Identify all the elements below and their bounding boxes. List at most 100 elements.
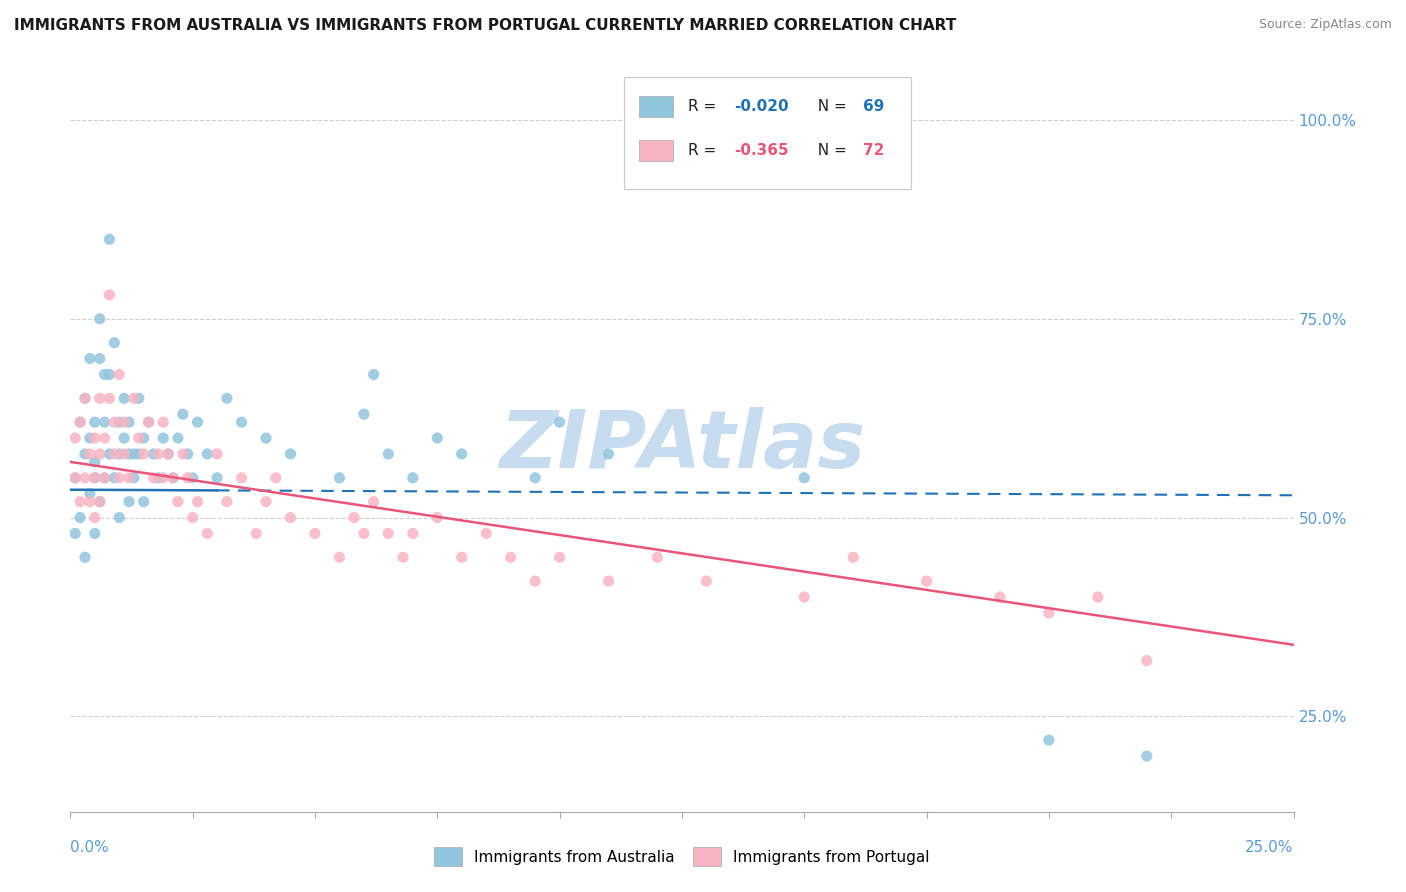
Point <box>195 447 218 461</box>
Point <box>83 471 105 485</box>
Point <box>122 447 145 461</box>
Point <box>89 311 111 326</box>
Point <box>128 392 150 406</box>
Point <box>842 550 865 565</box>
Point <box>93 471 115 485</box>
Point <box>73 392 96 406</box>
Point <box>215 392 238 406</box>
Point <box>157 447 180 461</box>
Point <box>475 526 498 541</box>
Point <box>73 471 96 485</box>
Point <box>1038 606 1060 620</box>
Point <box>73 392 96 406</box>
Point <box>103 415 125 429</box>
Point <box>377 526 399 541</box>
Point <box>450 447 472 461</box>
Point <box>402 526 425 541</box>
Point <box>1136 749 1159 764</box>
Point <box>245 526 267 541</box>
Point <box>172 407 194 421</box>
Point <box>73 550 96 565</box>
Bar <box>640 96 673 117</box>
Point <box>89 392 111 406</box>
Text: R =: R = <box>688 99 721 114</box>
Point <box>79 351 101 366</box>
Point <box>186 494 208 508</box>
Point <box>264 471 287 485</box>
Point <box>89 447 111 461</box>
Point <box>69 415 91 429</box>
Point <box>148 447 170 461</box>
Point <box>162 471 184 485</box>
Point <box>128 447 150 461</box>
Point <box>915 574 938 589</box>
Point <box>118 494 141 508</box>
Point <box>63 431 86 445</box>
Point <box>122 471 145 485</box>
Point <box>108 510 131 524</box>
Point <box>548 415 571 429</box>
Point <box>98 368 121 382</box>
Point <box>89 494 111 508</box>
Point <box>598 574 620 589</box>
Point <box>186 415 208 429</box>
Point <box>83 455 105 469</box>
Point <box>181 510 204 524</box>
Point <box>524 574 547 589</box>
Point <box>118 415 141 429</box>
Point <box>450 550 472 565</box>
Point <box>231 415 253 429</box>
Text: N =: N = <box>808 143 852 158</box>
Point <box>402 471 425 485</box>
Point <box>167 431 190 445</box>
Point <box>103 447 125 461</box>
Point <box>177 447 200 461</box>
Point <box>177 471 200 485</box>
Point <box>377 447 399 461</box>
Text: -0.020: -0.020 <box>734 99 789 114</box>
Point <box>988 590 1011 604</box>
Point <box>343 510 366 524</box>
Point <box>793 590 815 604</box>
Point <box>254 431 277 445</box>
Point <box>83 415 105 429</box>
Text: Source: ZipAtlas.com: Source: ZipAtlas.com <box>1258 18 1392 31</box>
Point <box>98 232 121 246</box>
Point <box>148 471 170 485</box>
Point <box>254 494 277 508</box>
Point <box>280 447 302 461</box>
Point <box>132 494 155 508</box>
Point <box>205 471 228 485</box>
Text: 72: 72 <box>863 143 884 158</box>
Point <box>1038 733 1060 747</box>
Point <box>304 526 326 541</box>
Point <box>112 415 135 429</box>
Point <box>328 550 350 565</box>
Point <box>142 447 165 461</box>
Point <box>83 526 105 541</box>
Point <box>118 447 141 461</box>
Point <box>93 431 115 445</box>
Point <box>215 494 238 508</box>
Point <box>83 471 105 485</box>
Point <box>167 494 190 508</box>
Point <box>79 447 101 461</box>
Point <box>205 447 228 461</box>
Point <box>1136 654 1159 668</box>
Point <box>79 486 101 500</box>
Point <box>122 392 145 406</box>
Point <box>89 351 111 366</box>
Point <box>328 471 350 485</box>
Point <box>98 288 121 302</box>
Point <box>118 471 141 485</box>
Point <box>83 510 105 524</box>
Point <box>793 471 815 485</box>
Point <box>63 471 86 485</box>
Point <box>157 447 180 461</box>
Point <box>93 415 115 429</box>
Point <box>426 510 449 524</box>
Text: 0.0%: 0.0% <box>70 840 110 855</box>
Point <box>195 526 218 541</box>
Point <box>108 415 131 429</box>
Text: -0.365: -0.365 <box>734 143 789 158</box>
